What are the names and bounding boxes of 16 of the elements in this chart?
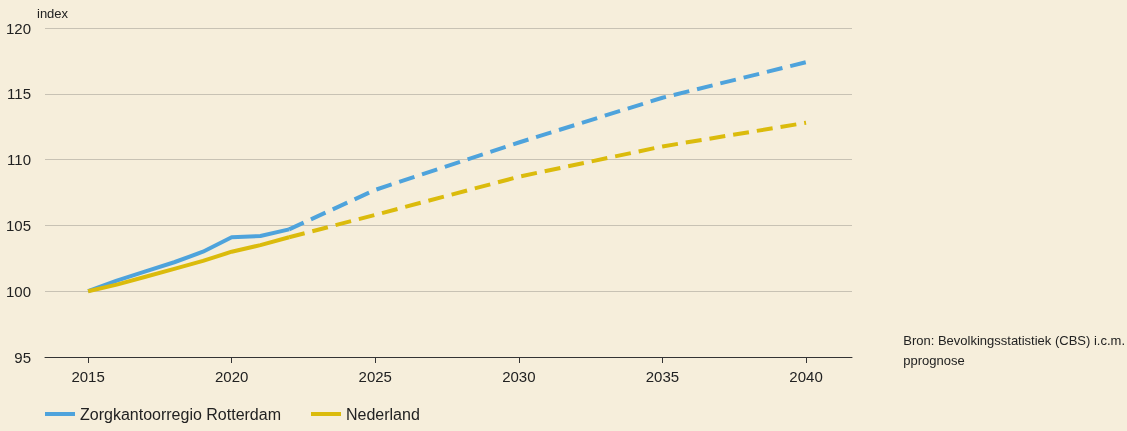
y-tick-label: 105 [5, 216, 31, 234]
x-tick-label: 2025 [358, 368, 392, 385]
x-tick-label: 2040 [789, 368, 823, 385]
legend-label: Zorgkantoorregio Rotterdam [80, 405, 281, 423]
legend-label: Nederland [345, 405, 420, 423]
y-tick-label: 120 [5, 19, 31, 37]
y-tick-label: 110 [7, 151, 31, 169]
y-tick-label: 115 [7, 85, 31, 103]
y-axis-title: index [37, 6, 69, 21]
y-tick-label: 95 [14, 348, 31, 366]
y-tick-label: 100 [5, 282, 31, 300]
x-tick-label: 2020 [214, 368, 249, 385]
x-tick-label: 2015 [71, 368, 105, 385]
text: Bron: Bevolkingsstatistiek (CBS) i.c.m. pprognose [903, 332, 1126, 368]
x-tick-label: 2035 [645, 368, 680, 385]
x-tick-label: 2030 [502, 368, 536, 385]
